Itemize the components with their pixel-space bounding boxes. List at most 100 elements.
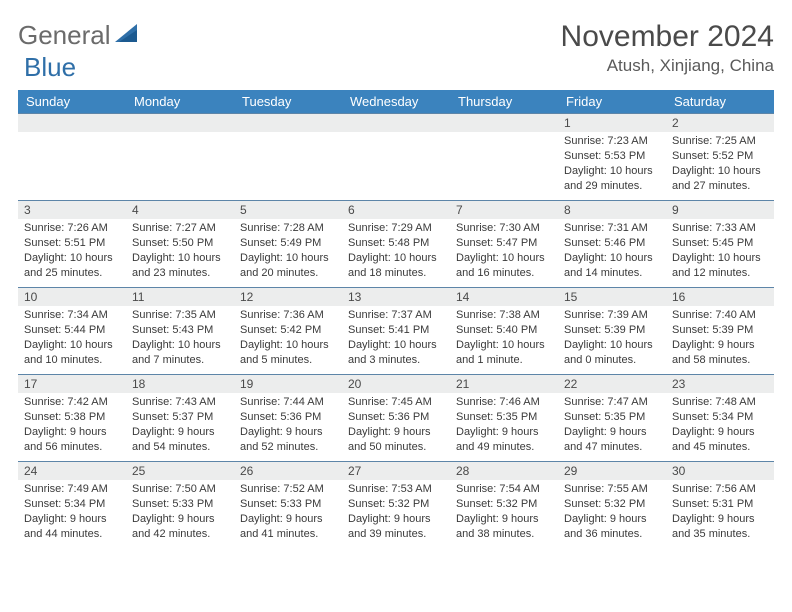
day-day1: Daylight: 9 hours [132, 512, 228, 527]
day-cell: 15 Sunrise: 7:39 AMSunset: 5:39 PMDayligh… [558, 288, 666, 374]
day-sunset: Sunset: 5:32 PM [456, 497, 552, 512]
day-number [450, 114, 558, 132]
day-sunrise: Sunrise: 7:43 AM [132, 395, 228, 410]
day-cell: 21Sunrise: 7:46 AMSunset: 5:35 PMDayligh… [450, 375, 558, 461]
day-number: 8 [558, 201, 666, 219]
day-day2: and 39 minutes. [348, 527, 444, 542]
day-number [126, 114, 234, 132]
day-cell: 14Sunrise: 7:38 AMSunset: 5:40 PMDayligh… [450, 288, 558, 374]
day-day1: Daylight: 9 hours [240, 425, 336, 440]
day-sunset: Sunset: 5:52 PM [672, 149, 768, 164]
day-sunset: Sunset: 5:38 PM [24, 410, 120, 425]
day-body: Sunrise: 7:27 AMSunset: 5:50 PMDaylight:… [126, 219, 234, 284]
day-sunset: Sunset: 5:50 PM [132, 236, 228, 251]
day-day2: and 25 minutes. [24, 266, 120, 281]
day-body: Sunrise: 7:37 AMSunset: 5:41 PMDaylight:… [342, 306, 450, 371]
day-number: 2 [666, 114, 774, 132]
day-sunrise: Sunrise: 7:27 AM [132, 221, 228, 236]
day-day1: Daylight: 10 hours [24, 251, 120, 266]
day-header: Sunday [18, 90, 126, 113]
day-number: 21 [450, 375, 558, 393]
day-number: 16 [666, 288, 774, 306]
calendar: SundayMondayTuesdayWednesdayThursdayFrid… [18, 90, 774, 548]
day-body: Sunrise: 7:38 AMSunset: 5:40 PMDaylight:… [450, 306, 558, 371]
day-cell: 25Sunrise: 7:50 AMSunset: 5:33 PMDayligh… [126, 462, 234, 548]
day-cell: 26Sunrise: 7:52 AMSunset: 5:33 PMDayligh… [234, 462, 342, 548]
day-number: 6 [342, 201, 450, 219]
day-sunrise: Sunrise: 7:53 AM [348, 482, 444, 497]
day-day1: Daylight: 9 hours [456, 425, 552, 440]
day-day1: Daylight: 9 hours [672, 512, 768, 527]
day-sunrise: Sunrise: 7:26 AM [24, 221, 120, 236]
day-body: Sunrise: 7:52 AMSunset: 5:33 PMDaylight:… [234, 480, 342, 545]
day-day1: Daylight: 9 hours [24, 512, 120, 527]
day-sunrise: Sunrise: 7:56 AM [672, 482, 768, 497]
day-number: 1 [558, 114, 666, 132]
day-sunset: Sunset: 5:35 PM [456, 410, 552, 425]
day-sunset: Sunset: 5:32 PM [348, 497, 444, 512]
day-sunrise: Sunrise: 7:34 AM [24, 308, 120, 323]
day-sunset: Sunset: 5:47 PM [456, 236, 552, 251]
day-sunrise: Sunrise: 7:49 AM [24, 482, 120, 497]
day-day1: Daylight: 10 hours [348, 338, 444, 353]
day-sunset: Sunset: 5:36 PM [240, 410, 336, 425]
day-day2: and 44 minutes. [24, 527, 120, 542]
day-day1: Daylight: 10 hours [132, 251, 228, 266]
day-cell [342, 114, 450, 200]
day-day2: and 41 minutes. [240, 527, 336, 542]
day-day1: Daylight: 10 hours [564, 338, 660, 353]
day-sunrise: Sunrise: 7:30 AM [456, 221, 552, 236]
day-day1: Daylight: 9 hours [240, 512, 336, 527]
logo: General [18, 20, 145, 51]
day-sunset: Sunset: 5:33 PM [240, 497, 336, 512]
day-day1: Daylight: 10 hours [348, 251, 444, 266]
location: Atush, Xinjiang, China [561, 56, 774, 76]
day-body: Sunrise: 7:35 AMSunset: 5:43 PMDaylight:… [126, 306, 234, 371]
day-body: Sunrise: 7:49 AMSunset: 5:34 PMDaylight:… [18, 480, 126, 545]
day-sunset: Sunset: 5:39 PM [672, 323, 768, 338]
day-header: Tuesday [234, 90, 342, 113]
day-sunrise: Sunrise: 7:23 AM [564, 134, 660, 149]
day-body: Sunrise: 7:42 AMSunset: 5:38 PMDaylight:… [18, 393, 126, 458]
day-number: 7 [450, 201, 558, 219]
day-day1: Daylight: 9 hours [24, 425, 120, 440]
day-sunset: Sunset: 5:45 PM [672, 236, 768, 251]
day-day2: and 47 minutes. [564, 440, 660, 455]
day-number: 19 [234, 375, 342, 393]
day-day2: and 7 minutes. [132, 353, 228, 368]
day-sunrise: Sunrise: 7:29 AM [348, 221, 444, 236]
day-day2: and 18 minutes. [348, 266, 444, 281]
day-day2: and 42 minutes. [132, 527, 228, 542]
day-number [342, 114, 450, 132]
day-number: 24 [18, 462, 126, 480]
logo-text-right: Blue [24, 52, 76, 83]
day-sunset: Sunset: 5:44 PM [24, 323, 120, 338]
day-number: 15 [558, 288, 666, 306]
day-day2: and 14 minutes. [564, 266, 660, 281]
day-body: Sunrise: 7:23 AMSunset: 5:53 PMDaylight:… [558, 132, 666, 197]
day-cell [126, 114, 234, 200]
day-cell: 18Sunrise: 7:43 AMSunset: 5:37 PMDayligh… [126, 375, 234, 461]
day-sunset: Sunset: 5:39 PM [564, 323, 660, 338]
day-body: Sunrise: 7:28 AMSunset: 5:49 PMDaylight:… [234, 219, 342, 284]
week-row: 24Sunrise: 7:49 AMSunset: 5:34 PMDayligh… [18, 461, 774, 548]
day-body: Sunrise: 7:25 AMSunset: 5:52 PMDaylight:… [666, 132, 774, 197]
day-sunrise: Sunrise: 7:38 AM [456, 308, 552, 323]
day-body: Sunrise: 7:44 AMSunset: 5:36 PMDaylight:… [234, 393, 342, 458]
day-day1: Daylight: 10 hours [456, 338, 552, 353]
day-body: Sunrise: 7:29 AMSunset: 5:48 PMDaylight:… [342, 219, 450, 284]
day-day1: Daylight: 10 hours [672, 251, 768, 266]
day-day1: Daylight: 9 hours [672, 425, 768, 440]
day-cell: 6Sunrise: 7:29 AMSunset: 5:48 PMDaylight… [342, 201, 450, 287]
day-sunrise: Sunrise: 7:54 AM [456, 482, 552, 497]
day-cell: 12Sunrise: 7:36 AMSunset: 5:42 PMDayligh… [234, 288, 342, 374]
day-day2: and 16 minutes. [456, 266, 552, 281]
day-number: 29 [558, 462, 666, 480]
day-body: Sunrise: 7:56 AMSunset: 5:31 PMDaylight:… [666, 480, 774, 545]
day-day1: Daylight: 10 hours [240, 338, 336, 353]
day-cell: 29Sunrise: 7:55 AMSunset: 5:32 PMDayligh… [558, 462, 666, 548]
month-title: November 2024 [561, 20, 774, 54]
day-sunrise: Sunrise: 7:39 AM [564, 308, 660, 323]
day-number: 18 [126, 375, 234, 393]
logo-text-left: General [18, 20, 111, 51]
